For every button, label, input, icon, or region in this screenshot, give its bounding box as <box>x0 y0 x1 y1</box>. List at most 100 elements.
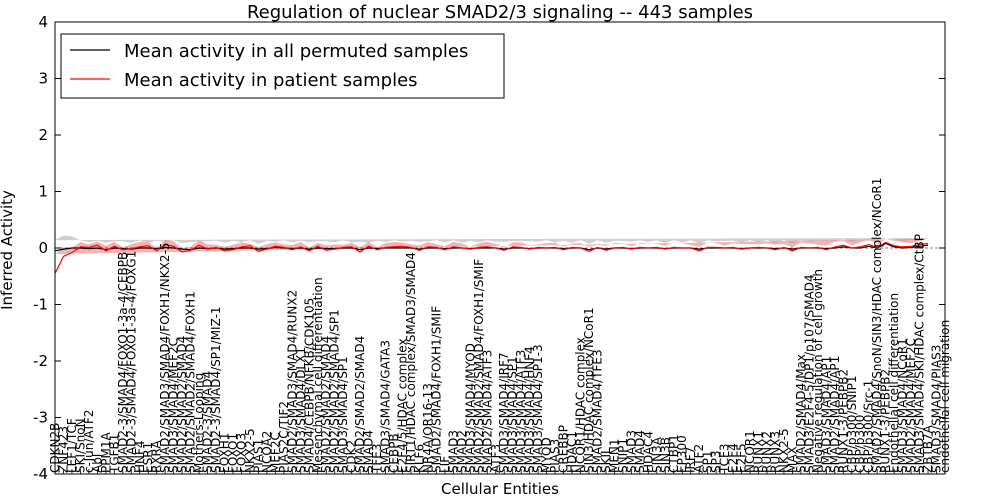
x-tick-label: SMAD3/SMAD4/NCoR1 <box>896 338 910 473</box>
x-tick-label: HNF4 <box>133 440 147 473</box>
x-tick-label: SMAD2-3/SMAD4 <box>201 371 215 473</box>
x-tick-label: CBP/p300/Src-1 <box>862 380 876 473</box>
series-line-patient <box>54 241 929 274</box>
x-tick-label: Mothers-Looping <box>192 373 206 473</box>
x-tick-label: ATF3 <box>489 444 503 473</box>
x-tick-label: TCF3 <box>718 443 732 474</box>
x-tick-label: SMAD2/SMAD4/SnoN/SIN3/HDAC complex/NCoR1 <box>870 178 884 473</box>
x-tick-label: SMAD2/SMAD2/SMAD4/SP1 <box>328 309 342 473</box>
x-tick-label: CDKN2B <box>48 423 62 473</box>
x-tick-label: EP300 <box>675 435 689 473</box>
x-tick-label: SKI/SnoN <box>73 418 87 473</box>
x-tick-label: SMAD2-3/SMAD4/SP1/MIZ-1 <box>209 306 223 473</box>
x-tick-label: CTBP1 <box>667 434 681 473</box>
x-tick-label: RUNX2 <box>760 431 774 473</box>
x-tick-label: ATF2 <box>692 444 706 473</box>
x-tick-label: RUNX3 <box>769 431 783 473</box>
x-tick-label: MEN1 <box>607 438 621 473</box>
y-tick-label: -4 <box>33 465 48 483</box>
x-tick-label: SMAD2/SMAD2/SMAD4/FOXH1 <box>184 291 198 473</box>
x-tick-label: SP3 <box>709 451 723 474</box>
x-tick-label: SMAD2 <box>455 430 469 473</box>
y-tick-label: 2 <box>38 126 48 144</box>
x-tick-label: SMAD3/SMAD4/GATA3 <box>379 340 393 473</box>
x-tick-label: NCOA2 <box>260 431 274 473</box>
x-axis-label: Cellular Entities <box>441 480 559 498</box>
x-tick-label: SMAD3/SMAD4/ATF3 <box>514 350 528 473</box>
legend-label-permuted: Mean activity in all permuted samples <box>124 41 468 62</box>
x-tick-label: SMAD3/SMAD4/MYOD <box>463 343 477 473</box>
y-tick-label: -2 <box>33 352 48 370</box>
x-tick-label: SMAD2/SMAD4/Max <box>794 354 808 473</box>
x-tick-label: SMAD3 <box>624 430 638 473</box>
x-tick-label: SMAD2/SMAD4/AP1 <box>828 356 842 473</box>
x-tick-label: SP1 <box>701 451 715 474</box>
legend-box <box>60 33 505 99</box>
x-tick-label: ZBTB7A <box>921 424 935 473</box>
x-tick-label: SMAD3/SMAD4/SKI/HDAC complex/CtBP <box>913 234 927 473</box>
x-tick-label: RUNX1-3/PEBPB2 <box>879 369 893 473</box>
x-tick-label: SIN3B <box>658 437 672 473</box>
y-tick-label: 3 <box>38 70 48 88</box>
chart-title: Regulation of nuclear SMAD2/3 signaling … <box>247 2 753 23</box>
x-tick-label: LEF1/TCF <box>65 418 79 473</box>
x-tick-label: Endothelial cell differentiation <box>887 293 901 473</box>
legend: Mean activity in all permuted samples Me… <box>60 33 505 99</box>
x-tick-label: SMAD3/SMAD4/MEF2C <box>167 338 181 473</box>
x-tick-label: TFE3 <box>370 444 384 474</box>
x-tick-label: E2F4 <box>726 443 740 473</box>
x-tick-label: NR4A/OR16-13 <box>421 383 435 473</box>
x-tick-label: SMAD3/SMAD4/SP1-3 <box>531 344 545 473</box>
x-tick-label: PIAS3 <box>548 439 562 473</box>
x-tick-label: SIN3A <box>650 436 664 473</box>
x-tick-label: SMAD2/SMAD3/SMAD4/RUNX2 <box>285 290 299 473</box>
x-tick-label: KLF6 <box>413 444 427 473</box>
x-tick-label: CDK2 <box>345 440 359 473</box>
x-tick-label: HDAC4 <box>641 431 655 473</box>
x-tick-label: RUNX1 <box>752 431 766 473</box>
x-tick-label: SMAD2-3/SMAD4/FOXO1-3a-4/FOXG1 <box>124 251 138 473</box>
x-tick-label: CEBPB <box>387 433 401 473</box>
x-tick-label: E2F5 <box>735 443 749 473</box>
x-tick-label: SMAD2/SMAD2/SMAD4/FOXH1/SMIF <box>472 259 486 473</box>
x-tick-label: SMAD3/E2F4-5/DP1/p107/SMAD4 <box>802 274 816 473</box>
x-tick-label: SMAD2/SMAD4/ATF3 <box>480 350 494 473</box>
x-tick-label: Abl <box>90 454 104 473</box>
y-tick-label: 1 <box>38 183 48 201</box>
y-tick-label: -1 <box>33 296 48 314</box>
y-axis-label: Inferred Activity <box>0 190 16 310</box>
x-tick-label: SMAD3/SMAD4/HNF4 <box>523 346 537 473</box>
x-tick-label: SMAD3/SMAD4/AP1 <box>819 356 833 473</box>
x-tick-label: Negative regulation of cell growth <box>811 269 825 473</box>
x-tick-label: SMAD4 <box>362 430 376 473</box>
x-tick-label: ZNF423 <box>57 426 71 473</box>
x-tick-label: RXRA <box>150 440 164 473</box>
x-tick-label: CBP/p300/SNIP1 <box>845 376 859 473</box>
y-tick-label: -3 <box>33 409 48 427</box>
x-tick-label: CREBBP <box>557 425 571 473</box>
x-tick-label: SMAD2/SMAD3/SMAD4/FOXH1/NKX2-5 <box>158 243 172 473</box>
x-tick-label: FOXO1 <box>226 433 240 473</box>
x-tick-label: MAX <box>785 446 799 473</box>
x-tick-label: SMAD3 <box>446 430 460 473</box>
x-tick-label: HDAC1 <box>565 431 579 473</box>
plot-area: 4 3 2 1 0 -1 -2 -3 -4CDKN2BZNF423LEF1/TCFSKI/Sno… <box>33 13 952 483</box>
x-tick-label: LIF <box>438 456 452 473</box>
y-tick-label: 4 <box>38 13 48 31</box>
x-tick-label: SMAD3/SMAD4/DLX1 <box>294 347 308 473</box>
x-tick-label: SMAD2-3/SMAD4/FOXO1-3a-4/CEBPB <box>116 252 130 473</box>
x-tick-label: SNIP1 <box>616 438 630 473</box>
x-tick-label: MEF2C <box>268 432 282 473</box>
x-tick-label: TGFB1 <box>107 434 121 474</box>
x-tick-label: SIRT1/HDAC complex/SMAD3/SMAD4 <box>404 252 418 473</box>
x-tick-label: SMAD3/SMAD4/SP1 <box>336 356 350 473</box>
x-tick-label: endothelial cell migration <box>938 320 952 473</box>
x-tick-label: PIAS1 <box>251 439 265 473</box>
x-tick-label: SKIL <box>599 447 613 473</box>
x-tick-label: NCOR1 <box>743 430 757 473</box>
patient-confidence-band <box>55 238 928 254</box>
legend-label-patient: Mean activity in patient samples <box>124 70 418 91</box>
x-tick-label: c-Jun/ATF2 <box>82 409 96 473</box>
x-tick-label: SMAD2/SMAD4/FOXH1/SMIF <box>429 306 443 473</box>
x-tick-label: NKX2-5 <box>243 428 257 473</box>
